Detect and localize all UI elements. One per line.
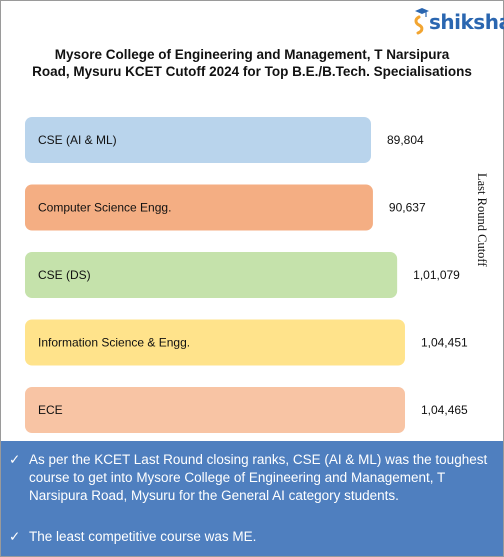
bar-4: [25, 387, 405, 433]
bar-3: [25, 319, 405, 366]
chart-title-line-2: Road, Mysuru KCET Cutoff 2024 for Top B.…: [32, 64, 472, 79]
note-item: ✓ As per the KCET Last Round closing ran…: [9, 451, 497, 505]
bar-0: [25, 117, 371, 163]
bar-category-label: ECE: [38, 403, 63, 417]
bar-category-label: CSE (AI & ML): [38, 133, 117, 147]
bar-value-label: 1,04,451: [421, 336, 468, 350]
bar-value-label: 90,637: [389, 201, 426, 215]
bar-value-label: 89,804: [387, 133, 424, 147]
bar-value-label: 1,04,465: [421, 403, 468, 417]
shiksha-logo: shiksha: [412, 6, 504, 38]
brand-name: shiksha: [429, 10, 504, 34]
bar-1: [25, 184, 373, 231]
cutoff-bar-chart: CSE (AI & ML) 89,804 Computer Science Engg…: [25, 117, 468, 433]
bar-category-label: Information Science & Engg.: [38, 336, 190, 350]
checkmark-icon: ✓: [9, 452, 21, 467]
bar-value-label: 1,01,079: [413, 268, 460, 282]
bar-2: [25, 252, 398, 298]
note-text: As per the KCET Last Round closing ranks…: [29, 452, 488, 503]
y-axis-label: Last Round Cutoff: [475, 173, 489, 267]
note-text: The least competitive course was ME.: [29, 529, 257, 544]
bar-category-label: Computer Science Engg.: [38, 201, 171, 215]
chart-title-line-1: Mysore College of Engineering and Manage…: [54, 47, 450, 62]
chart-title: Mysore College of Engineering and Manage…: [10, 46, 494, 80]
notes-panel: ✓ As per the KCET Last Round closing ran…: [1, 441, 503, 556]
note-item: ✓ The least competitive course was ME.: [9, 528, 497, 546]
checkmark-icon: ✓: [9, 529, 21, 544]
bar-category-label: CSE (DS): [38, 268, 91, 282]
graduation-cap-icon: [414, 8, 429, 35]
